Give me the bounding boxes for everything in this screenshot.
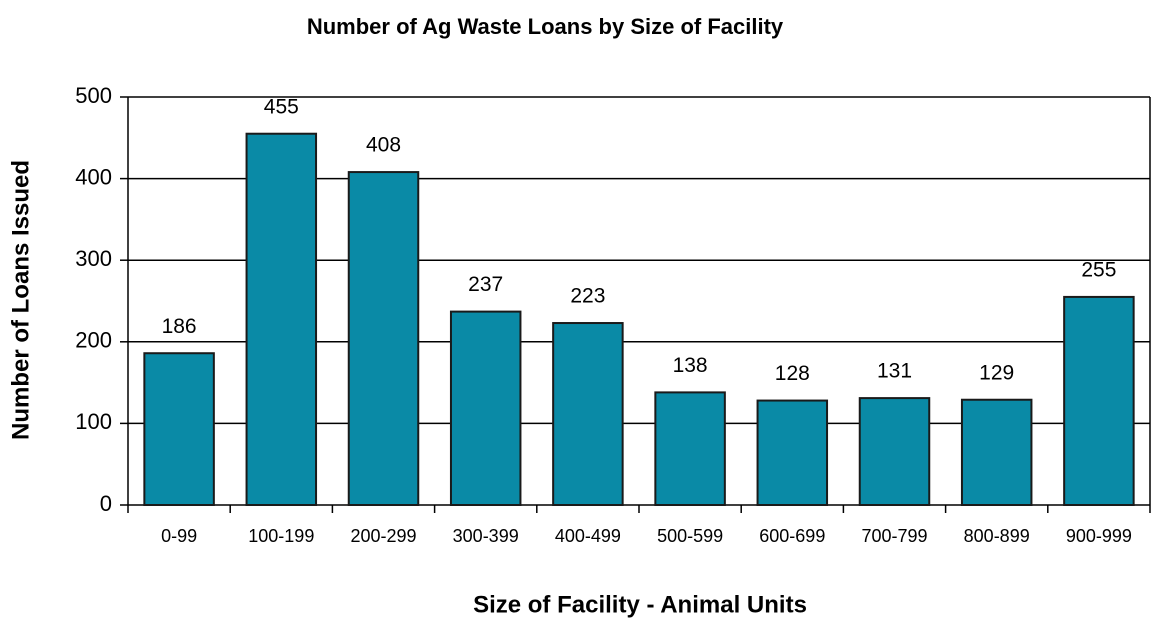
bar [245, 132, 318, 506]
bar [552, 322, 624, 507]
y-tick-label: 0 [100, 491, 112, 516]
bar [756, 399, 829, 506]
data-label: 223 [570, 285, 605, 308]
y-tick-label: 300 [75, 246, 112, 271]
x-tick-label: 300-399 [453, 526, 519, 546]
bar [654, 391, 726, 506]
data-label: 255 [1081, 258, 1116, 281]
x-axis-label: Size of Facility - Animal Units [473, 591, 807, 618]
bar [960, 398, 1033, 506]
chart-title: Number of Ag Waste Loans by Size of Faci… [307, 14, 784, 39]
y-axis-label: Number of Loans Issued [7, 160, 34, 440]
data-label: 408 [366, 134, 401, 157]
data-label: 128 [775, 362, 810, 385]
data-label: 237 [468, 273, 503, 296]
x-tick-label: 100-199 [248, 526, 314, 546]
x-tick-label: 400-499 [555, 526, 621, 546]
x-tick-label: 700-799 [861, 526, 927, 546]
bar [143, 352, 215, 506]
data-label: 455 [264, 95, 299, 118]
x-tick-label: 600-699 [759, 526, 825, 546]
y-tick-label: 500 [75, 83, 112, 108]
x-tick-label: 800-899 [964, 526, 1030, 546]
bar [858, 397, 931, 507]
x-tick-label: 500-599 [657, 526, 723, 546]
data-label: 129 [979, 361, 1014, 384]
data-label: 186 [162, 315, 197, 338]
bar [347, 171, 420, 507]
data-label: 131 [877, 360, 912, 383]
data-label: 138 [673, 354, 708, 377]
x-tick-label: 0-99 [161, 526, 197, 546]
bar [1063, 295, 1135, 507]
y-tick-label: 200 [75, 328, 112, 353]
x-tick-label: 200-299 [350, 526, 416, 546]
bar [449, 310, 522, 506]
x-tick-label: 900-999 [1066, 526, 1132, 546]
y-tick-label: 100 [75, 409, 112, 434]
y-tick-label: 400 [75, 164, 112, 189]
